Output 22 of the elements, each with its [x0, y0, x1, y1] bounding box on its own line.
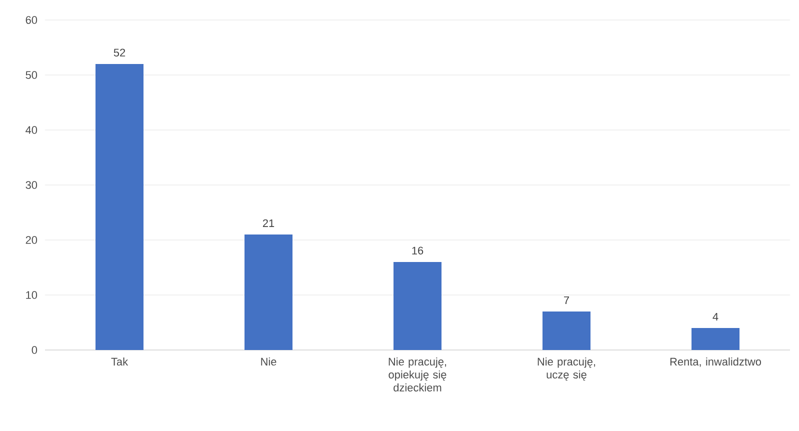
y-tick-label: 50 — [26, 71, 38, 79]
x-tick-label: Nie — [261, 358, 276, 366]
bar — [542, 312, 591, 350]
y-tick-label: 10 — [26, 291, 38, 299]
bar — [96, 64, 144, 350]
data-label: 4 — [712, 312, 718, 320]
bar — [692, 328, 740, 350]
data-label: 7 — [564, 296, 569, 304]
y-tick-label: 60 — [26, 16, 38, 24]
bar — [394, 262, 442, 350]
data-label: 16 — [412, 246, 424, 254]
x-tick-label: Nie pracuję, opiekuję się dzieckiem — [388, 358, 446, 392]
data-label: 52 — [114, 48, 126, 56]
bar — [244, 234, 292, 350]
x-tick-label: Nie pracuję, uczę się — [538, 358, 596, 381]
x-tick-label: Renta, inwalidztwo — [670, 358, 761, 367]
x-tick-label: Tak — [111, 358, 128, 366]
y-tick-label: 20 — [26, 236, 38, 244]
y-tick-label: 30 — [26, 181, 38, 189]
data-label: 21 — [262, 219, 274, 227]
y-tick-label: 0 — [32, 346, 38, 354]
y-tick-label: 40 — [26, 126, 38, 134]
